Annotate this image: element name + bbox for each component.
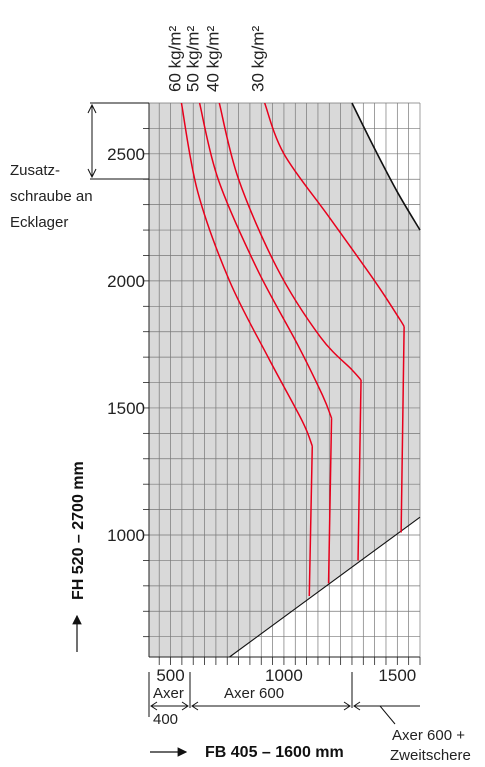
series-1 xyxy=(198,103,333,584)
zusatz-label-line2: schraube an xyxy=(10,188,93,205)
boundary-max-height xyxy=(351,102,421,231)
y-axis-title: FH 520 – 2700 mm xyxy=(70,461,87,600)
x-axis-title: FB 405 – 1600 mm xyxy=(205,744,344,761)
load-curve-line xyxy=(180,103,313,447)
y-tick-label: 1500 xyxy=(107,399,145,418)
series-2 xyxy=(218,103,362,561)
x-tick-label: 1500 xyxy=(378,666,416,685)
plot-frame xyxy=(143,102,421,665)
y-tick-label: 2500 xyxy=(107,145,145,164)
y-tick-label: 1000 xyxy=(107,526,145,545)
shaded-region xyxy=(149,103,420,657)
axer-400-label-bottom: 400 xyxy=(153,711,178,728)
load-curves xyxy=(180,103,405,597)
axer-range-brackets xyxy=(148,672,420,725)
series-0 xyxy=(180,103,314,597)
load-curve-vertical xyxy=(357,379,362,561)
zweitschere-label: Zweitschere xyxy=(390,747,471,764)
axer-400-label-top: Axer xyxy=(153,685,184,702)
zusatz-label-line1: Zusatz- xyxy=(10,162,60,179)
load-curve-vertical xyxy=(308,446,314,597)
x-tick-label: 1000 xyxy=(265,666,303,685)
zusatz-bracket xyxy=(87,102,149,180)
x-tick-label: 500 xyxy=(156,666,184,685)
tick-labels: 500 1000 1500 1000 1500 2000 2500 xyxy=(107,145,416,685)
load-curve-vertical xyxy=(400,326,405,533)
load-curve-line xyxy=(218,103,362,381)
axer-600-plus-label: Axer 600 + xyxy=(392,727,465,744)
series-label: 30 kg/m² xyxy=(249,26,268,92)
feasible-area-fill xyxy=(149,103,420,657)
axer-600-label: Axer 600 xyxy=(224,685,284,702)
load-curve-line xyxy=(198,103,333,419)
series-label: 60 kg/m² xyxy=(165,26,184,92)
load-curve-line xyxy=(263,103,405,328)
series-labels: 60 kg/m² 50 kg/m² 40 kg/m² 30 kg/m² xyxy=(165,26,267,92)
boundary-min-height xyxy=(229,516,421,658)
y-tick-label: 2000 xyxy=(107,272,145,291)
series-label: 40 kg/m² xyxy=(203,26,222,92)
series-3 xyxy=(263,103,405,533)
series-label: 50 kg/m² xyxy=(184,26,203,92)
zusatz-label-line3: Ecklager xyxy=(10,214,68,231)
load-curve-vertical xyxy=(327,418,333,584)
boundary-lines xyxy=(229,102,421,658)
